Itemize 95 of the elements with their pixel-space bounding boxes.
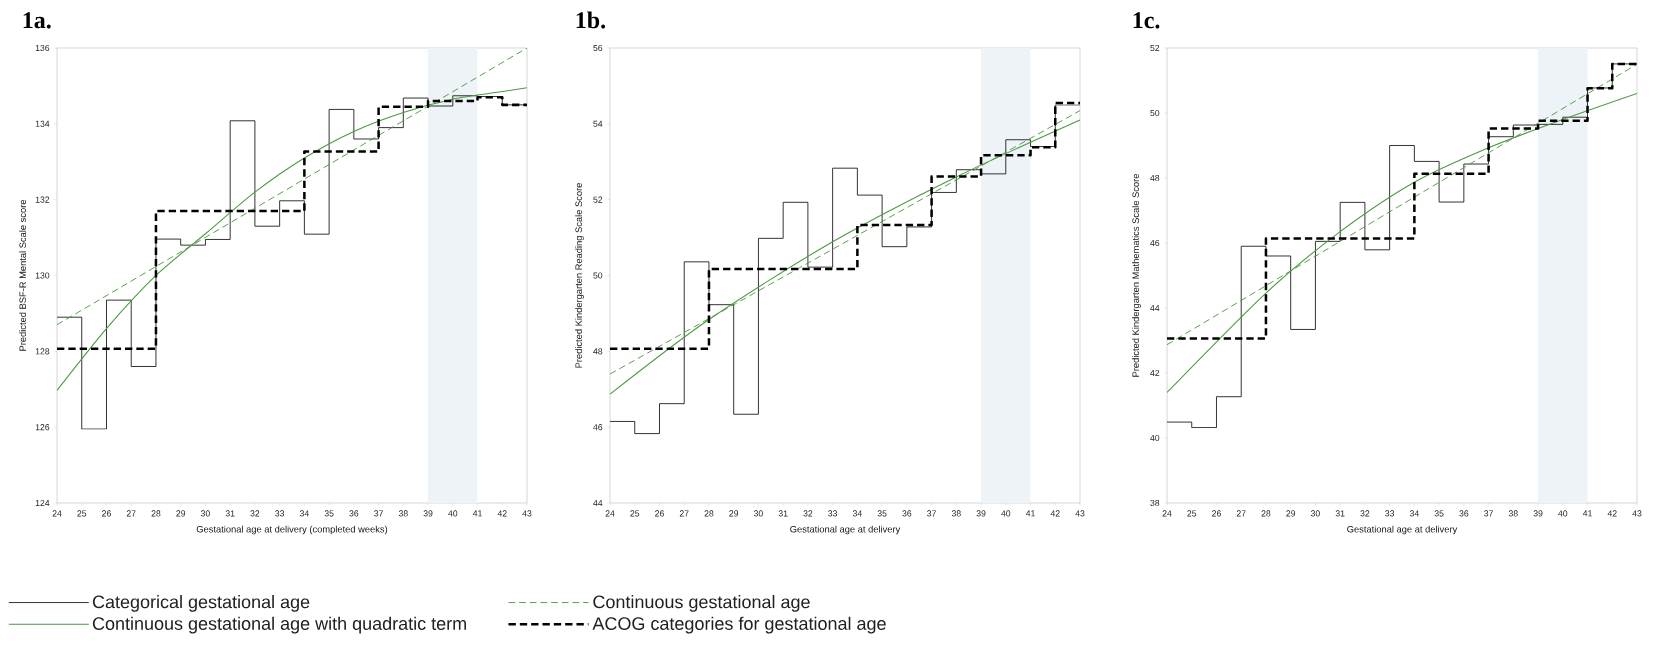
x-tick-label: 34 xyxy=(299,510,309,517)
x-tick-label: 32 xyxy=(1360,510,1370,517)
x-axis-title: Gestational age at delivery xyxy=(1347,525,1458,535)
chart-title: 1c. xyxy=(1133,12,1160,29)
x-tick-label: 42 xyxy=(497,510,507,517)
x-tick-label: 33 xyxy=(828,510,838,517)
x-tick-label: 29 xyxy=(176,510,186,517)
x-tick-label: 36 xyxy=(1459,510,1469,517)
y-tick-label: 42 xyxy=(1150,369,1160,377)
x-tick-label: 33 xyxy=(1385,510,1395,517)
x-tick-label: 26 xyxy=(1212,510,1221,517)
x-tick-label: 24 xyxy=(52,510,62,517)
x-tick-label: 31 xyxy=(225,510,235,517)
x-tick-label: 27 xyxy=(679,510,689,517)
x-tick-label: 26 xyxy=(655,510,664,517)
x-tick-label: 40 xyxy=(448,510,458,517)
y-tick-label: 136 xyxy=(35,44,50,52)
y-tick-label: 132 xyxy=(35,196,50,203)
x-tick-label: 24 xyxy=(1162,510,1172,517)
y-tick-label: 40 xyxy=(1150,434,1160,442)
x-tick-label: 37 xyxy=(1484,510,1493,517)
x-tick-label: 36 xyxy=(349,510,359,517)
x-tick-label: 30 xyxy=(200,510,210,517)
x-tick-label: 27 xyxy=(126,510,136,517)
y-tick-label: 38 xyxy=(1150,499,1160,507)
x-tick-label: 32 xyxy=(250,510,260,517)
legend-label: Continuous gestational age xyxy=(593,595,810,612)
x-tick-label: 38 xyxy=(398,510,408,517)
x-tick-label: 37 xyxy=(927,510,936,517)
y-tick-label: 46 xyxy=(593,424,603,431)
x-tick-label: 43 xyxy=(522,510,532,517)
x-tick-label: 42 xyxy=(1050,510,1060,517)
y-tick-label: 134 xyxy=(35,120,50,127)
legend-label: ACOG categories for gestational age xyxy=(592,616,886,634)
x-tick-label: 28 xyxy=(1261,510,1271,517)
x-tick-label: 31 xyxy=(778,510,788,517)
x-axis-title: Gestational age at delivery xyxy=(790,525,901,535)
x-tick-label: 26 xyxy=(102,510,111,517)
y-tick-label: 50 xyxy=(1150,109,1160,117)
y-tick-label: 46 xyxy=(1150,239,1160,247)
x-tick-label: 29 xyxy=(1286,510,1296,517)
x-tick-label: 25 xyxy=(630,510,640,517)
x-tick-label: 35 xyxy=(324,510,334,517)
x-tick-label: 24 xyxy=(605,510,615,517)
x-tick-label: 25 xyxy=(1187,510,1197,517)
y-axis-title: Predicted BSF-R Mental Scale score xyxy=(19,199,27,351)
y-axis-title: Predicted Kindergarten Mathematics Scale Score xyxy=(1132,174,1141,377)
x-tick-label: 31 xyxy=(1335,510,1345,517)
x-tick-label: 30 xyxy=(1310,510,1320,517)
x-tick-label: 39 xyxy=(423,510,433,517)
x-tick-label: 41 xyxy=(1582,510,1592,517)
y-tick-label: 128 xyxy=(35,348,50,355)
y-tick-label: 56 xyxy=(593,44,603,52)
x-tick-label: 38 xyxy=(1508,510,1518,517)
y-axis-title: Predicted Kindergarten Reading Scale Score xyxy=(575,183,584,368)
x-tick-label: 29 xyxy=(729,510,739,517)
x-tick-label: 42 xyxy=(1607,510,1617,517)
x-tick-label: 27 xyxy=(1236,510,1246,517)
x-tick-label: 25 xyxy=(77,510,87,517)
x-tick-label: 35 xyxy=(877,510,887,517)
y-tick-label: 44 xyxy=(593,500,603,506)
x-tick-label: 41 xyxy=(472,510,482,517)
x-tick-label: 43 xyxy=(1632,510,1642,517)
y-tick-label: 50 xyxy=(593,272,603,279)
x-tick-label: 37 xyxy=(374,510,383,517)
y-tick-label: 130 xyxy=(35,272,50,279)
x-tick-label: 34 xyxy=(1409,510,1419,517)
y-tick-label: 44 xyxy=(1150,305,1160,311)
x-tick-label: 41 xyxy=(1025,510,1035,517)
x-tick-label: 40 xyxy=(1558,510,1568,517)
x-tick-label: 30 xyxy=(753,510,763,517)
x-tick-label: 34 xyxy=(852,510,862,517)
x-tick-label: 39 xyxy=(1533,510,1543,517)
x-tick-label: 39 xyxy=(976,510,986,517)
x-tick-label: 40 xyxy=(1001,510,1011,517)
y-tick-label: 52 xyxy=(593,196,603,203)
chart-title: 1b. xyxy=(576,11,606,29)
y-tick-label: 54 xyxy=(593,120,603,127)
x-axis-title: Gestational age at delivery (completed weeks) xyxy=(196,525,388,535)
chart-title: 1a. xyxy=(23,12,51,29)
y-tick-label: 124 xyxy=(35,499,50,507)
x-tick-label: 28 xyxy=(704,510,714,517)
x-tick-label: 35 xyxy=(1434,510,1444,517)
x-tick-label: 36 xyxy=(902,510,912,517)
x-tick-label: 43 xyxy=(1075,510,1085,517)
y-tick-label: 48 xyxy=(593,348,603,355)
x-tick-label: 33 xyxy=(275,510,285,517)
legend-label: Continuous gestational age with quadratic term xyxy=(92,616,466,634)
legend-label: Categorical gestational age xyxy=(92,595,310,612)
x-tick-label: 28 xyxy=(151,510,161,517)
y-tick-label: 126 xyxy=(35,424,50,431)
y-tick-label: 48 xyxy=(1150,174,1160,182)
y-tick-label: 52 xyxy=(1150,44,1160,52)
x-tick-label: 32 xyxy=(803,510,813,517)
x-tick-label: 38 xyxy=(951,510,961,517)
